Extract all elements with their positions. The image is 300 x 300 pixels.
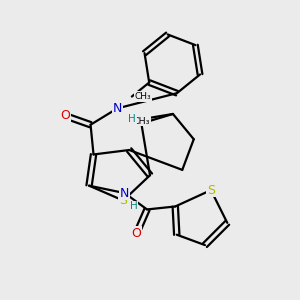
Text: S: S [119, 194, 127, 207]
Text: S: S [207, 184, 215, 196]
Text: O: O [132, 227, 142, 240]
Text: H: H [130, 202, 137, 212]
Text: CH₃: CH₃ [133, 117, 150, 126]
Text: N: N [112, 102, 122, 115]
Text: CH₃: CH₃ [135, 92, 152, 101]
Text: H: H [128, 114, 136, 124]
Text: O: O [60, 109, 70, 122]
Text: N: N [120, 187, 129, 200]
